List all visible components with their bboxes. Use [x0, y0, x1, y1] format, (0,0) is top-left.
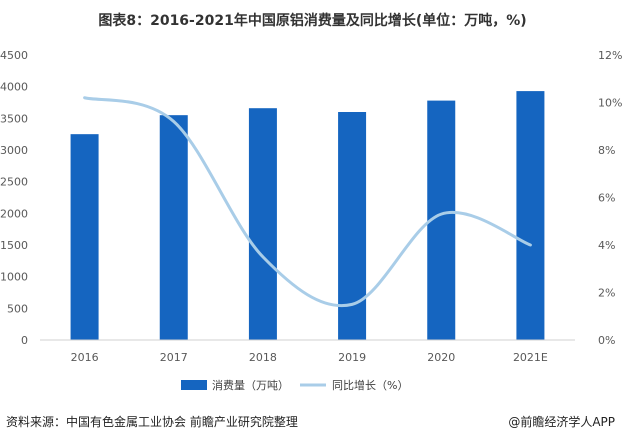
left-axis-tick-label: 4500	[0, 49, 28, 62]
right-axis-tick-label: 10%	[598, 97, 622, 110]
legend-label-bar: 消费量（万吨）	[212, 378, 289, 392]
left-axis-tick-label: 500	[7, 302, 28, 315]
bar	[248, 108, 277, 340]
bar	[516, 91, 545, 340]
left-axis-tick-label: 3000	[0, 144, 28, 157]
x-axis-tick-label: 2017	[160, 351, 188, 364]
line-series	[83, 96, 532, 308]
bar	[159, 115, 188, 341]
right-axis-ticks: 0% 2% 4% 6% 8% 10% 12%	[598, 49, 622, 347]
x-axis-ticks: 2016 2017 2018 2019 2020 2021E	[71, 351, 548, 364]
left-axis-tick-label: 1500	[0, 239, 28, 252]
brand-credit: @前瞻经济学人APP	[508, 415, 615, 429]
chart-title: 图表8：2016-2021年中国原铝消费量及同比增长(单位：万吨，%)	[98, 13, 527, 29]
x-axis-tick-label: 2018	[249, 351, 277, 364]
bar	[338, 112, 367, 340]
left-axis-tick-label: 0	[21, 334, 28, 347]
x-axis-tick-label: 2019	[338, 351, 366, 364]
x-axis-tick-label: 2021E	[513, 351, 548, 364]
left-axis-ticks: 0 500 1000 1500 2000 2500 3000 3500 4000 4500	[0, 49, 28, 347]
left-axis-tick-label: 2000	[0, 207, 28, 220]
legend-swatch-bar	[181, 380, 207, 390]
right-axis-tick-label: 0%	[598, 334, 615, 347]
growth-line	[83, 96, 532, 308]
legend: 消费量（万吨） 同比增长（%）	[181, 378, 408, 392]
left-axis-tick-label: 1000	[0, 271, 28, 284]
right-axis-tick-label: 4%	[598, 239, 615, 252]
legend-label-line: 同比增长（%）	[332, 378, 408, 392]
right-axis-tick-label: 6%	[598, 192, 615, 205]
bar-series	[70, 91, 545, 341]
x-axis-tick-label: 2020	[427, 351, 455, 364]
source-note: 资料来源：中国有色金属工业协会 前瞻产业研究院整理	[6, 415, 298, 429]
x-axis-tick-label: 2016	[71, 351, 99, 364]
left-axis-tick-label: 4000	[0, 81, 28, 94]
right-axis-tick-label: 8%	[598, 144, 615, 157]
bar	[70, 134, 99, 340]
left-axis-tick-label: 2500	[0, 176, 28, 189]
right-axis-tick-label: 2%	[598, 287, 615, 300]
right-axis-tick-label: 12%	[598, 49, 622, 62]
left-axis-tick-label: 3500	[0, 112, 28, 125]
